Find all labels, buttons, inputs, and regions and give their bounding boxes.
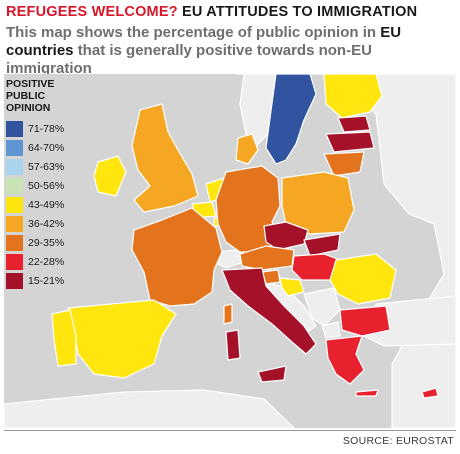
map-subtitle: This map shows the percentage of public …	[6, 24, 454, 78]
legend-swatch	[6, 215, 23, 232]
legend-item: 50-56%	[6, 176, 90, 195]
finland	[323, 74, 383, 119]
legend-label: 64-70%	[28, 141, 65, 154]
greece	[325, 335, 365, 385]
legend-swatch	[6, 234, 23, 251]
slovakia	[303, 233, 341, 257]
macedonia	[321, 321, 341, 339]
legend-swatch	[6, 253, 23, 270]
corsica	[223, 303, 233, 325]
legend-label: 57-63%	[28, 160, 65, 173]
legend-label: 71-78%	[28, 122, 65, 135]
legend-swatch	[6, 177, 23, 194]
legend-swatch	[6, 139, 23, 156]
legend-item: 15-21%	[6, 271, 90, 290]
legend-label: 36-42%	[28, 217, 65, 230]
legend-item: 57-63%	[6, 157, 90, 176]
spain	[67, 299, 177, 379]
subtitle-highlight: EU countries	[6, 24, 402, 59]
legend-swatch	[6, 196, 23, 213]
romania	[329, 253, 397, 305]
non-eu-east	[236, 74, 456, 428]
legend-item: 29-35%	[6, 233, 90, 252]
denmark	[235, 133, 259, 165]
source-credit: SOURCE: EUROSTAT	[342, 435, 454, 447]
footer: SOURCE: EUROSTAT	[4, 430, 456, 447]
legend-item: 22-28%	[6, 252, 90, 271]
serbia	[303, 287, 341, 327]
legend-title: POSITIVE PUBLIC OPINION	[6, 78, 90, 114]
legend-label: 50-56%	[28, 179, 65, 192]
sardinia	[225, 329, 241, 361]
poland	[281, 171, 355, 235]
france	[131, 207, 223, 307]
legend-items: 71-78% 64-70% 57-63% 50-56% 43-49% 36-42…	[6, 119, 90, 290]
north-africa	[4, 389, 295, 428]
legend-swatch	[6, 120, 23, 137]
legend-title-line1: POSITIVE	[6, 78, 55, 90]
map-svg	[4, 74, 456, 428]
czech-republic	[263, 221, 309, 251]
united-kingdom	[131, 103, 199, 213]
sicily	[257, 365, 287, 383]
legend-title-line2: PUBLIC OPINION	[6, 90, 51, 114]
title-question: REFUGEES WELCOME?	[6, 4, 178, 20]
legend-label: 22-28%	[28, 255, 65, 268]
subtitle-text-a: This map shows the percentage of public …	[6, 24, 377, 41]
legend: POSITIVE PUBLIC OPINION 71-78% 64-70% 57…	[6, 78, 90, 290]
legend-swatch	[6, 272, 23, 289]
estonia	[337, 115, 371, 133]
sweden	[265, 74, 317, 165]
legend-swatch	[6, 158, 23, 175]
legend-item: 43-49%	[6, 195, 90, 214]
legend-item: 71-78%	[6, 119, 90, 138]
map-title: REFUGEES WELCOME? EU ATTITUDES TO IMMIGR…	[6, 4, 454, 20]
title-main: EU ATTITUDES TO IMMIGRATION	[182, 4, 418, 20]
header: REFUGEES WELCOME? EU ATTITUDES TO IMMIGR…	[6, 4, 454, 78]
legend-label: 43-49%	[28, 198, 65, 211]
europe-map	[4, 74, 456, 428]
bulgaria	[339, 305, 391, 337]
cyprus	[421, 387, 439, 399]
croatia	[279, 277, 305, 297]
italy	[221, 267, 317, 355]
legend-item: 36-42%	[6, 214, 90, 233]
crete	[355, 389, 379, 397]
portugal	[51, 309, 77, 367]
legend-label: 29-35%	[28, 236, 65, 249]
legend-label: 15-21%	[28, 274, 65, 287]
legend-item: 64-70%	[6, 138, 90, 157]
ireland	[93, 155, 127, 197]
latvia	[325, 131, 375, 153]
subtitle-text-c: that is generally positive towards non-E…	[6, 42, 372, 77]
eu-countries	[51, 74, 439, 399]
lithuania	[323, 151, 365, 177]
